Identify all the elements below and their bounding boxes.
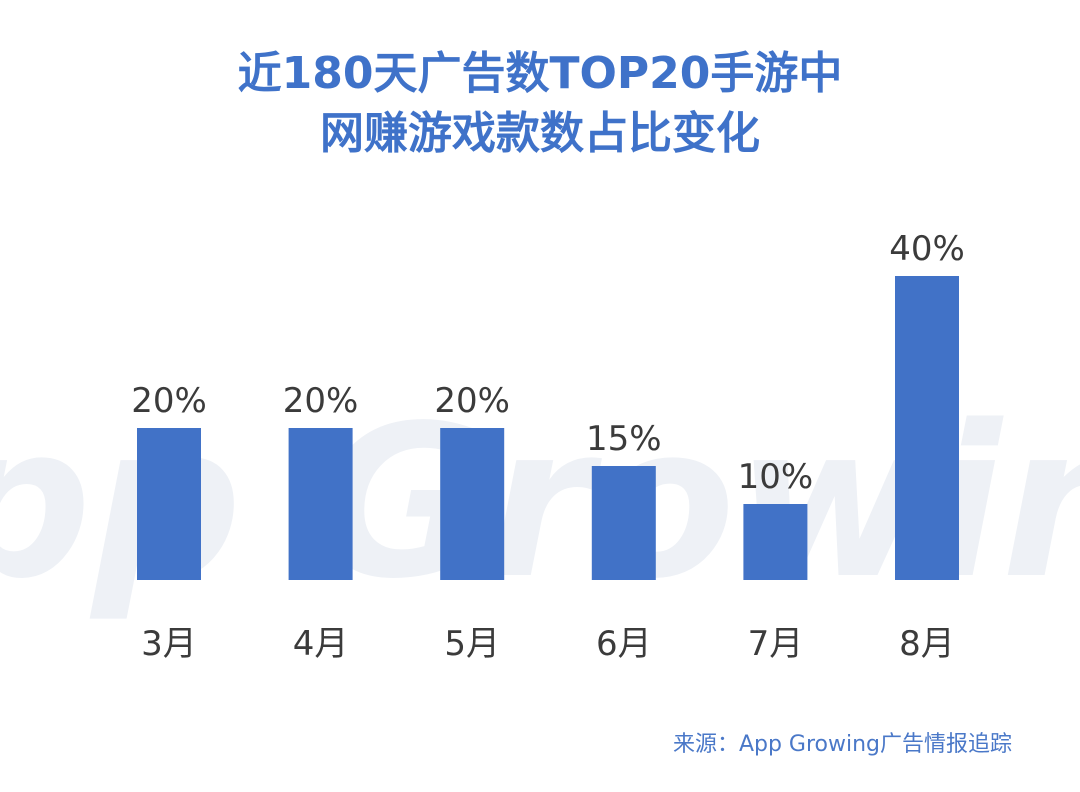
bar-1 <box>137 428 201 580</box>
value-label-1: 20% <box>131 381 207 421</box>
bar-4 <box>591 466 656 580</box>
bar-6 <box>895 276 959 580</box>
category-label-1: 3月 <box>141 624 197 664</box>
value-label-6: 40% <box>889 229 965 269</box>
x-axis-labels: 3月 4月 5月 6月 7月 8月 <box>141 624 955 664</box>
value-label-3: 20% <box>434 381 510 421</box>
value-label-2: 20% <box>283 381 359 421</box>
chart-title-line-2: 网赚游戏款数占比变化 <box>320 108 760 159</box>
value-labels: 20% 20% 20% 15% 10% 40% <box>131 229 965 497</box>
bar-5 <box>743 504 808 580</box>
chart-title: 近180天广告数TOP20手游中 网赚游戏款数占比变化 <box>0 44 1080 164</box>
value-label-5: 10% <box>738 457 814 497</box>
category-label-3: 5月 <box>444 624 500 664</box>
category-label-6: 8月 <box>899 624 955 664</box>
category-label-4: 6月 <box>596 624 652 664</box>
bar-3 <box>440 428 505 580</box>
bar-2 <box>288 428 353 580</box>
chart-title-line-1: 近180天广告数TOP20手游中 <box>237 48 843 99</box>
category-label-2: 4月 <box>293 624 349 664</box>
value-label-4: 15% <box>586 419 662 459</box>
source-note: 来源：App Growing广告情报追踪 <box>672 732 1012 757</box>
category-label-5: 7月 <box>748 624 804 664</box>
bar-series <box>137 276 959 580</box>
